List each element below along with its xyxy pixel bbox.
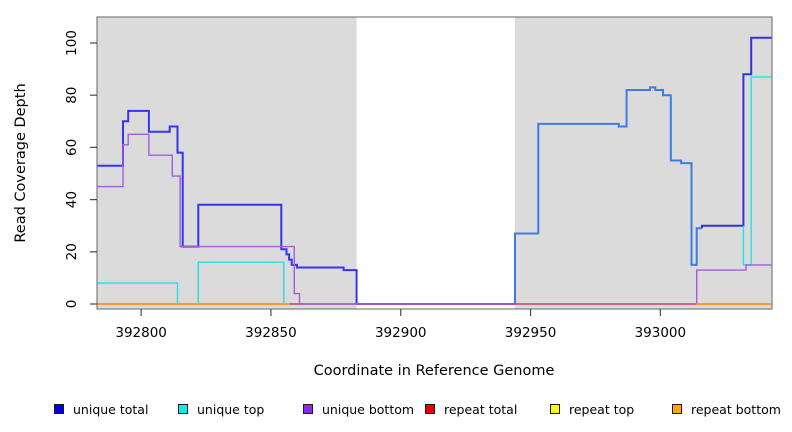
y-tick-label: 60	[64, 139, 80, 156]
y-tick-label: 0	[64, 300, 80, 309]
x-tick-label: 392850	[245, 325, 297, 341]
legend-swatch-unique-total	[54, 404, 64, 414]
legend-item-repeat-top: repeat top	[550, 401, 634, 417]
y-tick-label: 80	[64, 87, 80, 104]
gap-region	[356, 17, 515, 309]
series-unique-bottom	[97, 133, 515, 305]
legend-label: unique bottom	[322, 401, 415, 417]
legend-swatch-unique-bottom	[303, 404, 313, 414]
series-unique-bottom	[696, 264, 772, 304]
legend-label: repeat top	[569, 401, 635, 417]
legend-item-unique-top: unique top	[178, 401, 264, 417]
x-tick-label: 393000	[635, 325, 687, 341]
series-unique-total	[97, 109, 515, 305]
legend-item-repeat-total: repeat total	[425, 401, 517, 417]
legend-item-unique-total: unique total	[54, 401, 148, 417]
x-tick-label: 392950	[505, 325, 557, 341]
y-tick-label: 20	[64, 243, 80, 260]
legend-label: unique total	[73, 401, 149, 417]
plot-border	[96, 16, 773, 310]
series-unique-total	[514, 86, 702, 304]
legend-swatch-repeat-bottom	[672, 404, 682, 414]
series-unique-top	[97, 261, 290, 305]
legend-item-unique-bottom: unique bottom	[303, 401, 414, 417]
legend-swatch-unique-top	[178, 404, 188, 414]
x-axis-label: Coordinate in Reference Genome	[313, 363, 555, 379]
legend-label: repeat bottom	[691, 401, 781, 417]
series-unique-total	[700, 36, 772, 229]
legend-item-repeat-bottom: repeat bottom	[672, 401, 781, 417]
legend-swatch-repeat-top	[550, 404, 560, 414]
x-tick-label: 392800	[115, 325, 167, 341]
x-tick-label: 392900	[375, 325, 427, 341]
legend-swatch-repeat-total	[425, 404, 435, 414]
y-axis-label: Read Coverage Depth	[13, 83, 29, 243]
chart-canvas: 392800 392850 392900 392950 393000 0 20 40 60 80 1…	[64, 16, 773, 341]
y-tick-label: 40	[64, 191, 80, 208]
legend-label: unique top	[197, 401, 265, 417]
y-tick-label: 100	[64, 30, 80, 56]
legend-label: repeat total	[444, 401, 518, 417]
